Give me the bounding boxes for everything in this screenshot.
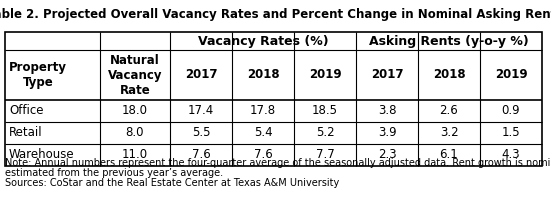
Text: Natural
Vacancy
Rate: Natural Vacancy Rate [108,53,162,96]
Text: Retail: Retail [9,127,42,139]
Text: 3.8: 3.8 [378,105,396,117]
Text: 2.3: 2.3 [377,148,396,162]
Text: Asking Rents (y-o-y %): Asking Rents (y-o-y %) [369,35,529,47]
Text: 7.6: 7.6 [253,148,272,162]
Text: 2.6: 2.6 [440,105,458,117]
Text: 5.2: 5.2 [316,127,334,139]
Text: Office: Office [9,105,44,117]
Text: Warehouse: Warehouse [9,148,74,162]
Text: estimated from the previous year’s average.: estimated from the previous year’s avera… [5,168,223,178]
Text: 8.0: 8.0 [126,127,144,139]
Text: 2018: 2018 [247,68,279,81]
Text: Note: Annual numbers represent the four-quarter average of the seasonally adjust: Note: Annual numbers represent the four-… [5,158,551,168]
Text: 18.5: 18.5 [312,105,338,117]
Text: 17.8: 17.8 [250,105,276,117]
Text: 1.5: 1.5 [502,127,520,139]
Text: 5.4: 5.4 [253,127,272,139]
Bar [5,32,542,166]
Text: 5.5: 5.5 [192,127,210,139]
Text: 2019: 2019 [309,68,341,81]
Text: 11.0: 11.0 [122,148,148,162]
Text: Property
Type: Property Type [9,61,67,89]
Text: Table 2. Projected Overall Vacancy Rates and Percent Change in Nominal Asking Re: Table 2. Projected Overall Vacancy Rates… [0,8,551,21]
Text: 2019: 2019 [495,68,527,81]
Text: Sources: CoStar and the Real Estate Center at Texas A&M University: Sources: CoStar and the Real Estate Cent… [5,178,339,188]
Text: 0.9: 0.9 [502,105,520,117]
Text: 7.6: 7.6 [192,148,210,162]
Text: 4.3: 4.3 [502,148,520,162]
Text: 3.9: 3.9 [377,127,396,139]
Text: 2018: 2018 [433,68,465,81]
Text: 2017: 2017 [371,68,403,81]
Text: 18.0: 18.0 [122,105,148,117]
Text: 17.4: 17.4 [188,105,214,117]
Text: 2017: 2017 [185,68,217,81]
Text: Vacancy Rates (%): Vacancy Rates (%) [198,35,328,47]
Text: 6.1: 6.1 [440,148,458,162]
Text: 7.7: 7.7 [316,148,334,162]
Text: 3.2: 3.2 [440,127,458,139]
